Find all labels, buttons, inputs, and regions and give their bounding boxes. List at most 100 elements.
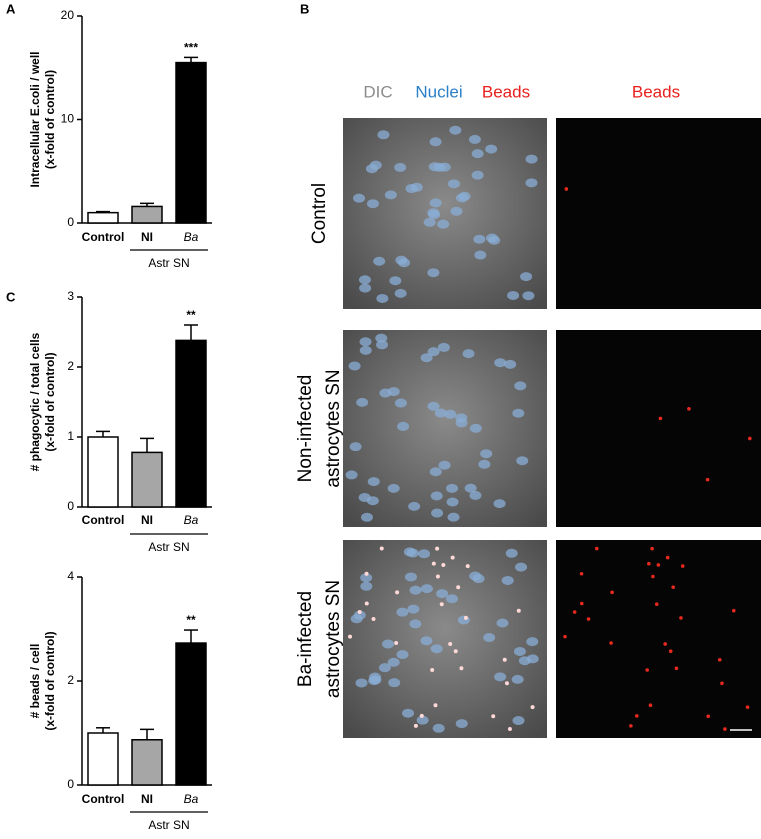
cell [395, 255, 408, 265]
cell [450, 206, 463, 216]
cell [483, 633, 496, 643]
bar [131, 451, 163, 508]
bead [563, 634, 567, 639]
panel-label: A [6, 1, 16, 16]
bead [357, 610, 362, 615]
cell [496, 618, 509, 628]
cell [369, 160, 382, 170]
significance: ** [186, 308, 196, 322]
cell [396, 607, 409, 617]
cell [373, 256, 386, 266]
cell [366, 496, 379, 506]
cell [376, 293, 389, 303]
bead [658, 416, 663, 421]
cell [402, 708, 415, 718]
cell [522, 291, 535, 301]
cell [469, 490, 482, 500]
bead [680, 564, 685, 568]
cell [418, 549, 431, 559]
x-tick-label: Control [82, 792, 125, 806]
cell [446, 497, 459, 507]
bead [745, 705, 750, 709]
bead [394, 640, 399, 645]
cell [526, 637, 539, 647]
cell [512, 408, 525, 418]
x-tick-label: Ba [184, 792, 199, 806]
cell [358, 275, 371, 285]
cell [359, 345, 372, 355]
cell [404, 572, 417, 582]
cell [350, 614, 363, 624]
bar [175, 642, 207, 786]
panel-label: C [6, 289, 16, 304]
cell [513, 646, 526, 656]
cell [486, 233, 499, 243]
bead [441, 562, 446, 567]
bead [654, 602, 659, 607]
x-tick-label: Ba [184, 230, 199, 244]
bead [668, 649, 673, 654]
bead [507, 727, 512, 732]
cell [387, 483, 400, 493]
cell [493, 499, 506, 509]
significance: ** [186, 613, 196, 627]
cell [355, 678, 368, 688]
cell [431, 508, 444, 518]
cell [405, 184, 418, 194]
y-tick-label: 4 [67, 569, 74, 583]
bead [674, 666, 679, 671]
bead [651, 574, 655, 579]
cell [434, 408, 447, 418]
cell [525, 154, 538, 164]
group-label: Astr SN [148, 818, 189, 832]
row-label: astrocytes SN [323, 369, 344, 487]
bead [663, 642, 667, 646]
fluorescence-image [556, 330, 761, 527]
cell [389, 276, 402, 286]
cell [382, 639, 395, 649]
bead [705, 477, 710, 482]
cell [420, 353, 433, 363]
bead [348, 634, 353, 639]
cell [462, 349, 475, 359]
y-axis-label: (x-fold of control) [43, 631, 57, 730]
cell [480, 449, 493, 459]
cell [387, 657, 400, 667]
bead [717, 657, 722, 662]
bead [413, 723, 418, 728]
y-axis-label: # beads / cell [28, 644, 42, 719]
cell [485, 144, 498, 154]
cell [378, 663, 391, 673]
x-tick-label: NI [141, 792, 153, 806]
cell [472, 574, 485, 584]
bead [610, 590, 614, 595]
bar [87, 211, 119, 224]
cell [458, 191, 471, 201]
cell [512, 716, 525, 726]
bead [647, 561, 651, 566]
cell [437, 219, 450, 229]
bar [87, 732, 119, 786]
row-label: Control [309, 183, 330, 244]
y-axis-label: (x-fold of control) [43, 70, 57, 169]
cell [406, 548, 419, 558]
y-tick-label: 1 [67, 429, 74, 443]
cell [514, 381, 527, 391]
bead [379, 546, 384, 551]
group-label: Astr SN [148, 256, 189, 270]
cell [356, 397, 369, 407]
cell [430, 491, 443, 501]
cell [505, 548, 518, 558]
cell [366, 199, 379, 209]
bead [448, 641, 453, 646]
cell [427, 208, 440, 218]
y-tick-label: 0 [67, 777, 74, 791]
column-header: DIC [363, 82, 392, 101]
cell [464, 483, 477, 493]
cell [423, 217, 436, 227]
bead [453, 649, 458, 654]
bead [629, 724, 633, 728]
cell [375, 333, 388, 343]
bead [579, 571, 584, 576]
cell [429, 198, 442, 208]
